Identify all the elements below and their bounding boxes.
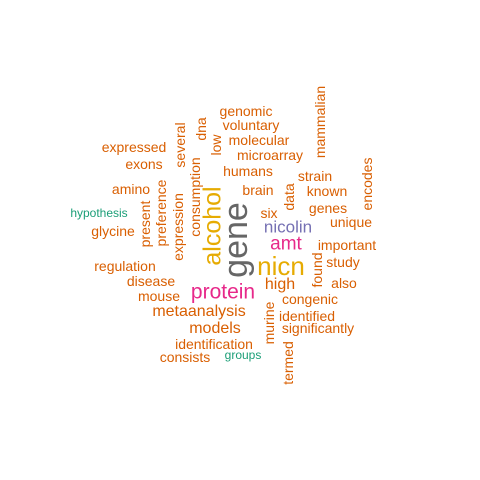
word: termed [280, 341, 296, 385]
word: significantly [281, 320, 355, 336]
word: expressed [101, 139, 167, 155]
word: strain [297, 168, 333, 184]
word: molecular [228, 132, 290, 148]
word: important [317, 237, 377, 253]
word: brain [242, 182, 274, 198]
word: unique [329, 214, 373, 230]
word: data [281, 183, 297, 211]
word: six [260, 205, 278, 221]
word: identified [278, 308, 336, 324]
word: consists [159, 349, 211, 365]
word: found [309, 252, 325, 288]
word: congenic [281, 291, 339, 307]
word: known [306, 183, 348, 199]
word: also [331, 275, 357, 291]
word: disease [126, 273, 176, 289]
word: high [264, 276, 296, 293]
word: protein [190, 280, 256, 304]
word: expression [170, 193, 186, 261]
word: nicn [257, 251, 305, 281]
word: amino [111, 181, 151, 197]
word: genomic [219, 103, 273, 119]
word: several [172, 122, 188, 168]
word: hypothesis [70, 206, 128, 220]
word: glycine [91, 223, 135, 239]
word: microarray [236, 147, 304, 163]
word: low [208, 134, 224, 156]
word: identification [175, 336, 253, 352]
word: models [189, 320, 241, 337]
word: genes [308, 200, 348, 216]
word: regulation [94, 258, 156, 274]
word: consumption [187, 157, 203, 237]
word: dna [193, 117, 209, 141]
word: metaanalysis [152, 303, 246, 320]
word: groups [224, 348, 262, 362]
word: preference [153, 179, 169, 247]
word: murine [261, 301, 277, 345]
word: present [137, 200, 153, 248]
word: mammalian [312, 85, 328, 159]
word: nicolin [263, 217, 313, 237]
word: amt [270, 233, 302, 255]
word: voluntary [222, 117, 280, 133]
word: humans [223, 163, 273, 179]
word: mouse [137, 288, 181, 304]
word: alcohol [198, 186, 227, 266]
word: study [326, 254, 360, 270]
word: encodes [359, 157, 375, 211]
word: exons [125, 156, 163, 172]
